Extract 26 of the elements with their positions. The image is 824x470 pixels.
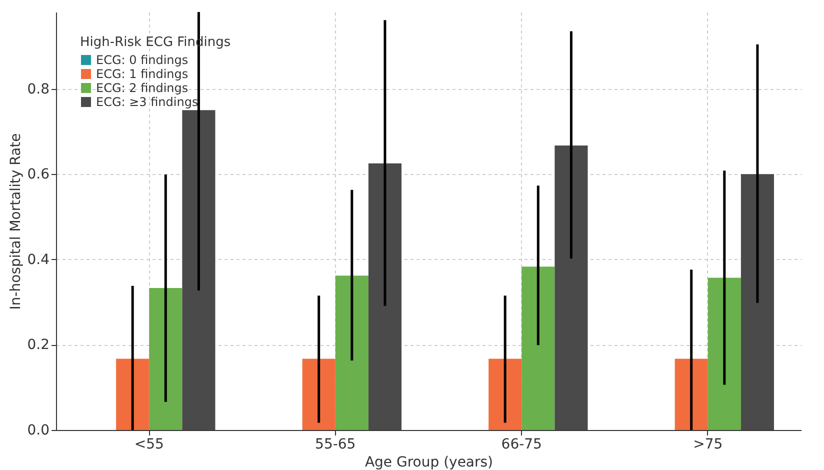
x-tick-label: 55-65 — [315, 436, 356, 452]
y-tick-label: 0.6 — [27, 166, 50, 183]
legend-label: ECG: 1 findings — [96, 67, 188, 81]
legend-label: ECG: 2 findings — [96, 81, 188, 95]
x-tick-label: 66-75 — [501, 436, 542, 452]
bar — [368, 163, 402, 430]
bar — [335, 276, 368, 430]
bar — [182, 110, 216, 430]
bar — [740, 174, 774, 430]
bar — [116, 358, 150, 430]
y-tick-label: 0.0 — [27, 422, 50, 438]
x-tick-label: <55 — [134, 436, 164, 452]
legend-label: ECG: 0 findings — [96, 53, 188, 67]
y-tick-label: 0.8 — [27, 81, 50, 98]
bar — [708, 278, 741, 430]
x-tick-label: >75 — [693, 436, 723, 452]
y-tick-label: 0.4 — [27, 252, 50, 268]
bar — [522, 266, 555, 430]
x-axis-title: Age Group (years) — [364, 454, 494, 470]
y-tick-label: 0.2 — [27, 337, 50, 354]
bar — [302, 358, 336, 430]
bar — [488, 358, 522, 430]
y-axis-title: In-hospital Mortality Rate — [8, 133, 24, 310]
bar — [554, 146, 588, 430]
bar — [674, 358, 708, 430]
bar — [149, 288, 182, 430]
